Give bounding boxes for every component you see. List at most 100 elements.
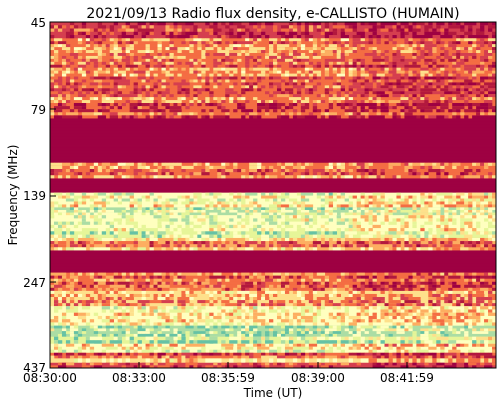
heatmap-cell bbox=[165, 209, 170, 213]
heatmap-cell bbox=[296, 244, 302, 248]
heatmap-cell bbox=[153, 204, 158, 208]
heatmap-cell bbox=[440, 228, 445, 232]
heatmap-cell bbox=[61, 322, 67, 327]
heatmap-cell bbox=[53, 319, 59, 323]
heatmap-cell bbox=[109, 281, 115, 286]
heatmap-cell bbox=[69, 169, 75, 173]
heatmap-cell bbox=[292, 73, 298, 77]
heatmap-cell bbox=[464, 109, 469, 113]
heatmap-cell bbox=[221, 35, 226, 39]
heatmap-cell bbox=[253, 22, 258, 26]
heatmap-cell bbox=[360, 41, 365, 45]
heatmap-cell bbox=[101, 300, 107, 304]
heatmap-cell bbox=[344, 218, 349, 223]
heatmap-cell bbox=[324, 237, 330, 242]
heatmap-cell bbox=[173, 231, 178, 236]
heatmap-cell bbox=[320, 281, 326, 286]
heatmap-cell bbox=[85, 44, 91, 48]
heatmap-cell bbox=[217, 106, 222, 110]
heatmap-cell bbox=[273, 300, 278, 304]
heatmap-cell bbox=[460, 215, 465, 219]
heatmap-cell bbox=[237, 322, 242, 327]
heatmap-cell bbox=[472, 309, 477, 314]
heatmap-cell bbox=[133, 25, 138, 29]
heatmap-cell bbox=[372, 212, 377, 216]
heatmap-cell bbox=[312, 247, 318, 251]
heatmap-cell bbox=[161, 247, 166, 251]
heatmap-cell bbox=[273, 103, 278, 107]
heatmap-cell bbox=[117, 35, 122, 39]
heatmap-cell bbox=[217, 284, 222, 289]
heatmap-cell bbox=[97, 287, 103, 292]
heatmap-cell bbox=[312, 47, 318, 51]
heatmap-cell bbox=[308, 88, 314, 92]
heatmap-cell bbox=[165, 35, 170, 39]
heatmap-cell bbox=[50, 234, 55, 239]
heatmap-cell bbox=[428, 204, 433, 208]
heatmap-cell bbox=[217, 312, 222, 317]
heatmap-cell bbox=[97, 50, 103, 54]
heatmap-cell bbox=[57, 303, 63, 307]
heatmap-cell bbox=[125, 112, 130, 116]
heatmap-cell bbox=[324, 53, 330, 57]
heatmap-cell bbox=[161, 103, 166, 107]
heatmap-cell bbox=[412, 64, 417, 69]
heatmap-cell bbox=[356, 272, 361, 277]
heatmap-cell bbox=[129, 322, 134, 327]
heatmap-cell bbox=[484, 322, 489, 327]
heatmap-cell bbox=[420, 88, 425, 92]
heatmap-cell bbox=[121, 309, 126, 314]
heatmap-cell bbox=[292, 50, 298, 54]
heatmap-cell bbox=[440, 64, 445, 69]
heatmap-cell bbox=[50, 212, 55, 216]
heatmap-cell bbox=[368, 234, 373, 239]
heatmap-cell bbox=[284, 284, 290, 289]
heatmap-cell bbox=[276, 82, 282, 86]
heatmap-cell bbox=[468, 79, 473, 83]
heatmap-cell bbox=[237, 244, 242, 248]
heatmap-cell bbox=[296, 58, 302, 63]
heatmap-cell bbox=[344, 44, 349, 48]
heatmap-cell bbox=[296, 207, 302, 211]
heatmap-cell bbox=[97, 88, 103, 92]
heatmap-cell bbox=[225, 207, 230, 211]
chart-title: 2021/09/13 Radio flux density, e-CALLIST… bbox=[86, 6, 459, 22]
heatmap-cell bbox=[376, 94, 381, 98]
heatmap-cell bbox=[253, 241, 258, 245]
heatmap-cell bbox=[177, 300, 182, 304]
heatmap-cell bbox=[109, 47, 115, 51]
heatmap-cell bbox=[344, 204, 349, 208]
heatmap-cell bbox=[153, 275, 158, 280]
heatmap-cell bbox=[420, 38, 425, 42]
heatmap-cell bbox=[404, 204, 409, 208]
heatmap-cell bbox=[464, 284, 469, 289]
heatmap-cell bbox=[392, 115, 397, 119]
heatmap-cell bbox=[412, 331, 417, 335]
heatmap-cell bbox=[392, 94, 397, 98]
heatmap-cell bbox=[189, 47, 194, 51]
heatmap-cell bbox=[113, 76, 118, 80]
heatmap-cell bbox=[432, 241, 437, 245]
heatmap-cell bbox=[316, 241, 322, 245]
heatmap-cell bbox=[316, 281, 322, 286]
heatmap-cell bbox=[269, 70, 274, 74]
heatmap-cell bbox=[105, 281, 111, 286]
heatmap-cell bbox=[416, 55, 421, 60]
heatmap-cell bbox=[165, 325, 170, 329]
heatmap-cell bbox=[368, 175, 373, 179]
heatmap-cell bbox=[141, 61, 146, 66]
heatmap-cell bbox=[344, 103, 349, 107]
heatmap-cell bbox=[153, 215, 158, 219]
heatmap-cell bbox=[468, 287, 473, 292]
heatmap-cell bbox=[217, 35, 222, 39]
heatmap-cell bbox=[408, 58, 413, 63]
heatmap-cell bbox=[61, 106, 67, 110]
heatmap-cell bbox=[428, 315, 433, 320]
heatmap-cell bbox=[157, 207, 162, 211]
heatmap-cell bbox=[400, 218, 405, 223]
heatmap-cell bbox=[392, 244, 397, 248]
heatmap-cell bbox=[420, 70, 425, 74]
heatmap-cell bbox=[492, 79, 497, 83]
heatmap-cell bbox=[177, 47, 182, 51]
heatmap-cell bbox=[488, 41, 493, 45]
